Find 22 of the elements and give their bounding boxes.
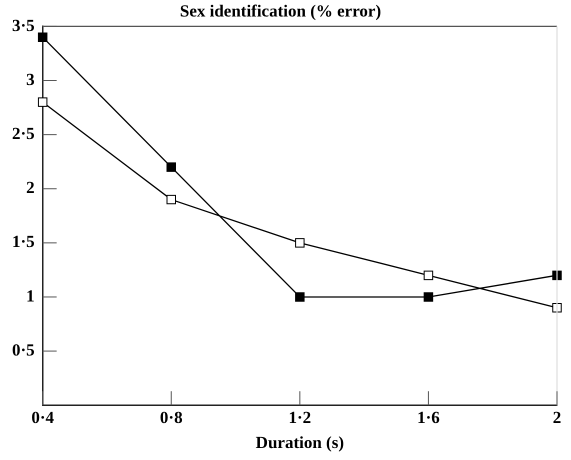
y-tick-label: 0·5 bbox=[12, 340, 35, 360]
point bbox=[424, 270, 434, 280]
point bbox=[38, 97, 48, 107]
y-tick-label: 1·5 bbox=[12, 232, 35, 252]
y-tick-label: 2·5 bbox=[12, 124, 35, 144]
x-tick-label: 1·2 bbox=[288, 408, 312, 427]
x-tick-label: 0·4 bbox=[31, 408, 55, 427]
point bbox=[166, 194, 176, 204]
point bbox=[295, 292, 305, 302]
x-tick-label: 0·8 bbox=[160, 408, 183, 427]
point bbox=[424, 292, 434, 302]
y-tick-label: 3 bbox=[26, 70, 35, 89]
chart-title: Sex identification (% error) bbox=[180, 2, 382, 21]
x-tick-label: 2 bbox=[552, 408, 562, 427]
point bbox=[166, 162, 176, 172]
y-tick-label: 3·5 bbox=[12, 16, 35, 35]
x-tick-label: 1·6 bbox=[417, 408, 440, 427]
point bbox=[38, 32, 48, 42]
x-axis-title: Duration (s) bbox=[256, 433, 344, 452]
point bbox=[295, 238, 305, 248]
y-tick-label: 1 bbox=[26, 286, 35, 306]
y-tick-label: 2 bbox=[26, 178, 35, 198]
